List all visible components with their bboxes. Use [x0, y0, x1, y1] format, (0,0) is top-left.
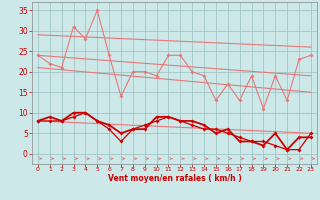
X-axis label: Vent moyen/en rafales ( km/h ): Vent moyen/en rafales ( km/h )	[108, 174, 241, 183]
